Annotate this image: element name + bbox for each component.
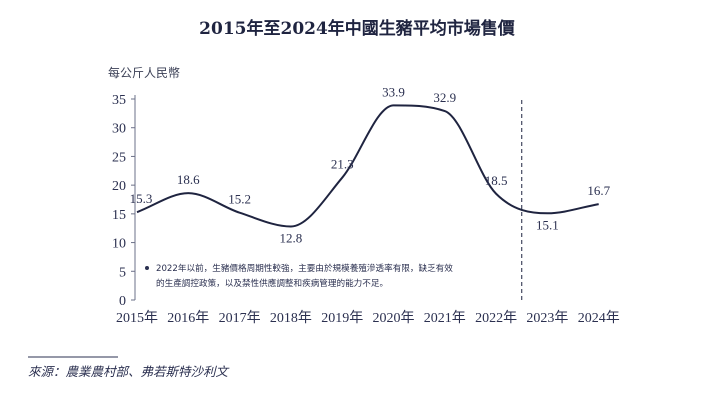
x-tick-label: 2016年 bbox=[167, 310, 209, 326]
data-label: 15.1 bbox=[536, 217, 559, 232]
x-tick-label: 2019年 bbox=[321, 310, 363, 326]
y-tick-label: 20 bbox=[112, 179, 126, 194]
series-line bbox=[136, 104, 599, 228]
note-line-1: 2022年以前，生豬價格周期性較強，主要由於規模養殖滲透率有限，缺乏有效 bbox=[156, 262, 453, 274]
note-line-2: 的生產調控政策，以及禁性供應調整和疾病管理的能力不足。 bbox=[156, 277, 388, 289]
data-label: 15.2 bbox=[228, 192, 251, 207]
x-tick-label: 2022年 bbox=[475, 310, 517, 326]
y-tick-label: 5 bbox=[119, 265, 126, 280]
y-tick-label: 25 bbox=[112, 150, 126, 165]
data-label: 18.5 bbox=[485, 173, 508, 188]
data-labels: 15.3 18.6 15.2 12.8 21.3 33.9 32.9 18.5 15.1 16.7 bbox=[130, 84, 611, 245]
y-tick-label: 30 bbox=[112, 122, 126, 137]
x-tick-label: 2015年 bbox=[116, 310, 158, 326]
bullet-icon bbox=[145, 266, 149, 270]
y-tick-label: 10 bbox=[112, 237, 126, 252]
chart-note: 2022年以前，生豬價格周期性較強，主要由於規模養殖滲透率有限，缺乏有效 的生產… bbox=[145, 262, 453, 289]
x-tick-label: 2017年 bbox=[219, 310, 261, 326]
chart-title: 2015年至2024年中國生豬平均市場售價 bbox=[199, 18, 516, 39]
x-tick-label: 2023年 bbox=[526, 310, 568, 326]
y-axis-ticks: 0 5 10 15 20 25 30 35 bbox=[112, 93, 135, 309]
data-label: 21.3 bbox=[331, 157, 354, 172]
x-tick-label: 2021年 bbox=[424, 310, 466, 326]
data-label: 15.3 bbox=[130, 191, 153, 206]
x-tick-label: 2020年 bbox=[373, 310, 415, 326]
x-tick-label: 2018年 bbox=[270, 310, 312, 326]
data-label: 32.9 bbox=[433, 90, 456, 105]
y-tick-label: 35 bbox=[112, 93, 126, 108]
y-tick-label: 15 bbox=[112, 208, 126, 223]
y-axis-unit-label: 每公斤人民幣 bbox=[108, 65, 180, 80]
y-tick-label: 0 bbox=[119, 294, 126, 309]
source-text: 來源：農業農村部、弗若斯特沙利文 bbox=[28, 364, 230, 379]
data-label: 18.6 bbox=[177, 172, 200, 187]
data-label: 16.7 bbox=[587, 183, 610, 198]
data-label: 12.8 bbox=[280, 230, 303, 245]
x-tick-label: 2024年 bbox=[578, 310, 620, 326]
x-axis-ticks: 2015年 2016年 2017年 2018年 2019年 2020年 2021年 2022年… bbox=[116, 310, 620, 326]
data-label: 33.9 bbox=[382, 84, 405, 99]
